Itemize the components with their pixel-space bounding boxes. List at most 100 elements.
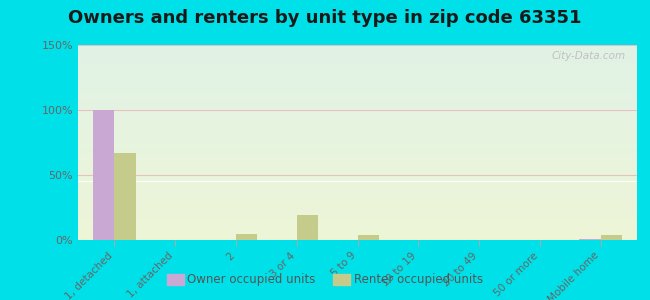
Bar: [78, 55, 637, 57]
Bar: [93, 110, 114, 240]
Bar: [78, 58, 637, 61]
Bar: [78, 142, 637, 144]
Bar: [78, 215, 637, 217]
Bar: [78, 136, 637, 139]
Bar: [78, 146, 637, 148]
Bar: [78, 144, 637, 146]
Bar: [78, 220, 637, 223]
Bar: [78, 209, 637, 211]
Bar: [78, 127, 637, 129]
Bar: [78, 217, 637, 218]
Bar: [78, 76, 637, 78]
Bar: [78, 172, 637, 174]
Bar: [78, 92, 637, 94]
Bar: [78, 148, 637, 150]
Bar: [78, 133, 637, 135]
Bar: [78, 109, 637, 111]
Bar: [78, 150, 637, 152]
Bar: [78, 201, 637, 203]
Bar: [78, 129, 637, 131]
Bar: [236, 233, 257, 240]
Bar: [78, 86, 637, 88]
Bar: [78, 51, 637, 53]
Bar: [78, 162, 637, 164]
Bar: [78, 185, 637, 187]
Bar: [78, 228, 637, 230]
Bar: [78, 107, 637, 109]
Bar: [78, 64, 637, 66]
Bar: [78, 119, 637, 121]
Bar: [78, 98, 637, 100]
Bar: [114, 153, 136, 240]
Bar: [78, 90, 637, 92]
Bar: [78, 45, 637, 47]
Bar: [78, 117, 637, 119]
Bar: [78, 49, 637, 51]
Bar: [78, 47, 637, 49]
Bar: [78, 205, 637, 207]
Bar: [78, 207, 637, 209]
Bar: [78, 88, 637, 90]
Bar: [78, 187, 637, 189]
Bar: [78, 158, 637, 160]
Bar: [78, 179, 637, 182]
Bar: [78, 178, 637, 179]
Bar: [78, 57, 637, 59]
Bar: [78, 68, 637, 70]
Bar: [78, 218, 637, 220]
Bar: [78, 197, 637, 199]
Bar: [78, 121, 637, 123]
Bar: [78, 203, 637, 205]
Bar: [78, 135, 637, 137]
Bar: [78, 234, 637, 236]
Bar: [78, 140, 637, 142]
Bar: [78, 125, 637, 127]
Bar: [78, 168, 637, 170]
Bar: [78, 211, 637, 213]
Bar: [78, 80, 637, 82]
Bar: [78, 94, 637, 96]
Bar: [78, 72, 637, 74]
Bar: [78, 78, 637, 80]
Bar: [78, 139, 637, 140]
Bar: [78, 191, 637, 193]
Bar: [78, 84, 637, 86]
Bar: [78, 189, 637, 191]
Bar: [78, 226, 637, 228]
Bar: [78, 100, 637, 101]
Bar: [78, 166, 637, 168]
Legend: Owner occupied units, Renter occupied units: Owner occupied units, Renter occupied un…: [162, 269, 488, 291]
Bar: [78, 156, 637, 158]
Bar: [78, 223, 637, 224]
Bar: [78, 213, 637, 215]
Bar: [78, 62, 637, 64]
Bar: [78, 70, 637, 72]
Bar: [78, 164, 637, 166]
Bar: [78, 113, 637, 115]
Bar: [78, 152, 637, 154]
Bar: [78, 193, 637, 195]
Text: Owners and renters by unit type in zip code 63351: Owners and renters by unit type in zip c…: [68, 9, 582, 27]
Bar: [78, 182, 637, 183]
Bar: [579, 239, 601, 240]
Bar: [78, 160, 637, 162]
Bar: [78, 176, 637, 178]
Bar: [78, 74, 637, 76]
Bar: [297, 215, 318, 240]
Bar: [78, 123, 637, 125]
Bar: [78, 115, 637, 117]
Bar: [78, 154, 637, 156]
Bar: [78, 82, 637, 84]
Bar: [78, 53, 637, 55]
Bar: [78, 224, 637, 226]
Bar: [78, 111, 637, 113]
Bar: [78, 238, 637, 240]
Bar: [78, 103, 637, 105]
Bar: [78, 183, 637, 185]
Bar: [78, 236, 637, 238]
Bar: [358, 235, 379, 240]
Bar: [78, 230, 637, 232]
Bar: [78, 66, 637, 68]
Bar: [78, 105, 637, 107]
Bar: [78, 170, 637, 172]
